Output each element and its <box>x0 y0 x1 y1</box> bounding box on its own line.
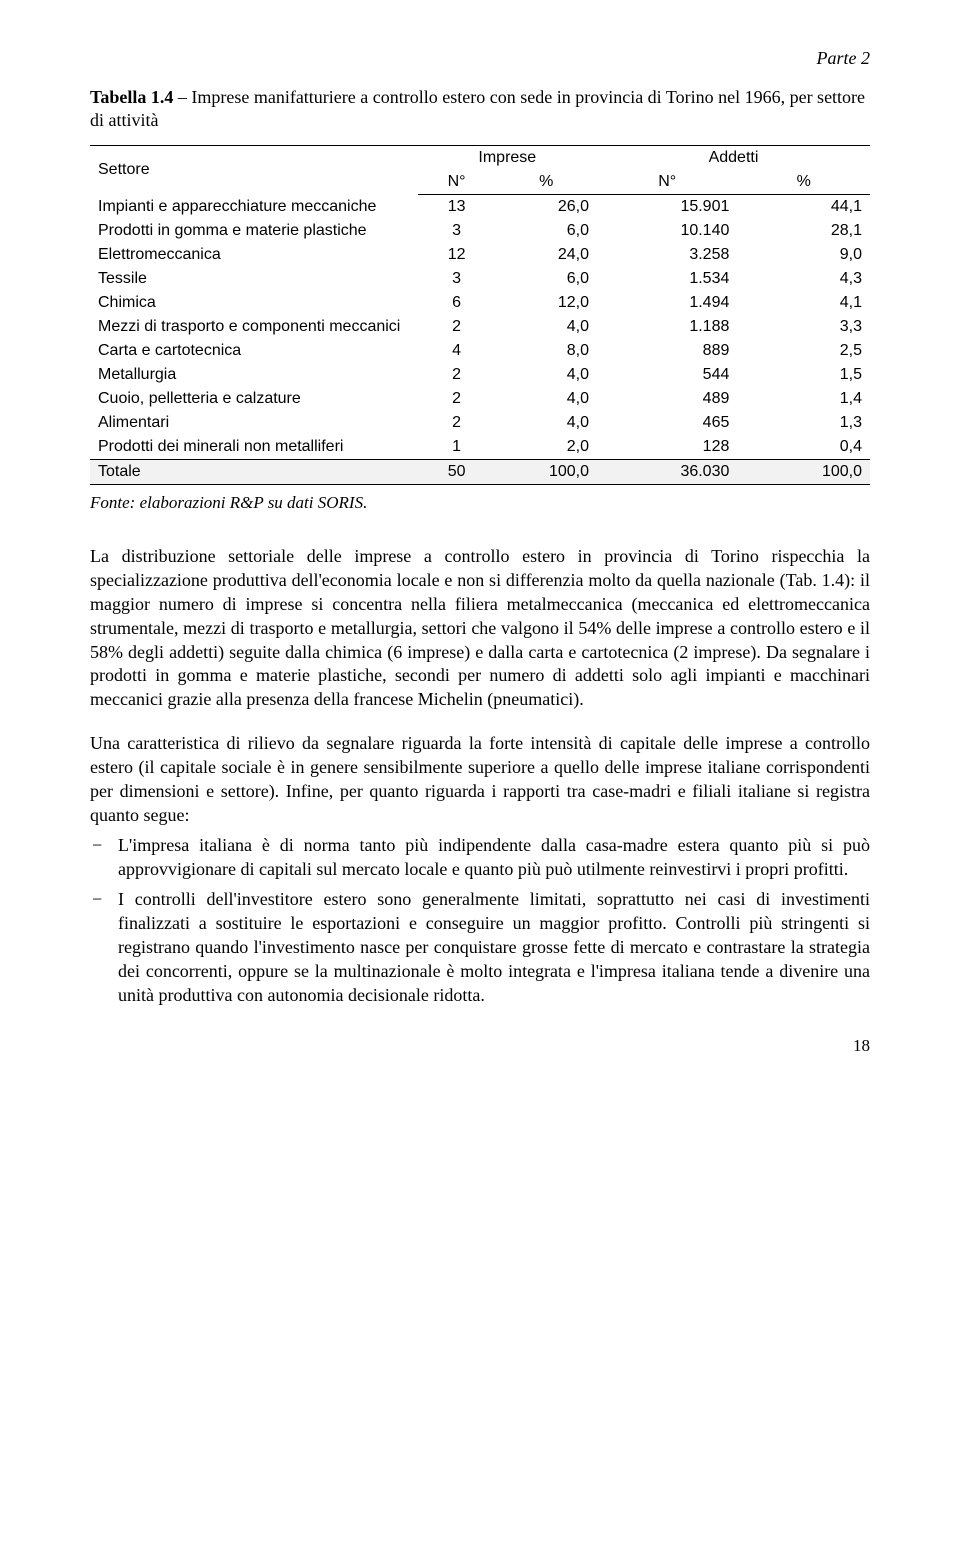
col-settore: Settore <box>90 145 418 194</box>
table-row: Tessile36,01.5344,3 <box>90 267 870 291</box>
cell-n2: 489 <box>597 387 737 411</box>
cell-p2: 1,4 <box>737 387 870 411</box>
cell-n2: 1.188 <box>597 315 737 339</box>
paragraph-2: Una caratteristica di rilievo da segnala… <box>90 732 870 828</box>
total-p1: 100,0 <box>496 459 597 484</box>
table-title-rest: – Imprese manifatturiere a controllo est… <box>90 87 865 130</box>
cell-p1: 4,0 <box>496 387 597 411</box>
page-number: 18 <box>90 1036 870 1056</box>
cell-p1: 6,0 <box>496 219 597 243</box>
list-item: L'impresa italiana è di norma tanto più … <box>114 834 870 882</box>
list-item: I controlli dell'investitore estero sono… <box>114 888 870 1008</box>
cell-settore: Carta e cartotecnica <box>90 339 418 363</box>
total-n2: 36.030 <box>597 459 737 484</box>
cell-p2: 44,1 <box>737 194 870 219</box>
table-row: Mezzi di trasporto e componenti meccanic… <box>90 315 870 339</box>
cell-n1: 2 <box>418 363 496 387</box>
cell-n2: 544 <box>597 363 737 387</box>
cell-n2: 3.258 <box>597 243 737 267</box>
table-row: Cuoio, pelletteria e calzature24,04891,4 <box>90 387 870 411</box>
cell-settore: Impianti e apparecchiature meccaniche <box>90 194 418 219</box>
col-p1: % <box>496 170 597 195</box>
table-row: Chimica612,01.4944,1 <box>90 291 870 315</box>
cell-p2: 3,3 <box>737 315 870 339</box>
cell-n2: 15.901 <box>597 194 737 219</box>
cell-settore: Chimica <box>90 291 418 315</box>
table-title: Tabella 1.4 – Imprese manifatturiere a c… <box>90 86 870 133</box>
cell-n1: 2 <box>418 411 496 435</box>
cell-n1: 6 <box>418 291 496 315</box>
cell-n1: 2 <box>418 315 496 339</box>
cell-n2: 1.534 <box>597 267 737 291</box>
cell-p2: 2,5 <box>737 339 870 363</box>
col-p2: % <box>737 170 870 195</box>
data-table: Settore Imprese Addetti N° % N° % Impian… <box>90 145 870 485</box>
table-row: Prodotti dei minerali non metalliferi12,… <box>90 435 870 460</box>
paragraph-1: La distribuzione settoriale delle impres… <box>90 545 870 713</box>
cell-n1: 4 <box>418 339 496 363</box>
cell-n1: 3 <box>418 219 496 243</box>
table-title-prefix: Tabella 1.4 <box>90 87 173 107</box>
table-row: Prodotti in gomma e materie plastiche36,… <box>90 219 870 243</box>
cell-p2: 4,3 <box>737 267 870 291</box>
cell-n1: 13 <box>418 194 496 219</box>
cell-n1: 3 <box>418 267 496 291</box>
cell-p1: 4,0 <box>496 411 597 435</box>
cell-p1: 4,0 <box>496 315 597 339</box>
col-n2: N° <box>597 170 737 195</box>
cell-n1: 1 <box>418 435 496 460</box>
cell-p2: 0,4 <box>737 435 870 460</box>
cell-p2: 1,5 <box>737 363 870 387</box>
cell-settore: Cuoio, pelletteria e calzature <box>90 387 418 411</box>
cell-p2: 4,1 <box>737 291 870 315</box>
cell-settore: Elettromeccanica <box>90 243 418 267</box>
cell-p1: 6,0 <box>496 267 597 291</box>
total-label: Totale <box>90 459 418 484</box>
cell-p2: 1,3 <box>737 411 870 435</box>
cell-n2: 465 <box>597 411 737 435</box>
table-row: Metallurgia24,05441,5 <box>90 363 870 387</box>
cell-p2: 28,1 <box>737 219 870 243</box>
cell-p1: 26,0 <box>496 194 597 219</box>
table-row: Alimentari24,04651,3 <box>90 411 870 435</box>
page: Parte 2 Tabella 1.4 – Imprese manifattur… <box>0 0 960 1096</box>
cell-p1: 12,0 <box>496 291 597 315</box>
cell-settore: Prodotti in gomma e materie plastiche <box>90 219 418 243</box>
cell-n1: 2 <box>418 387 496 411</box>
table-row: Carta e cartotecnica48,08892,5 <box>90 339 870 363</box>
cell-p2: 9,0 <box>737 243 870 267</box>
table-footnote: Fonte: elaborazioni R&P su dati SORIS. <box>90 493 870 513</box>
table-total-row: Totale 50 100,0 36.030 100,0 <box>90 459 870 484</box>
table-row: Impianti e apparecchiature meccaniche132… <box>90 194 870 219</box>
cell-settore: Metallurgia <box>90 363 418 387</box>
table-header-row-1: Settore Imprese Addetti <box>90 145 870 170</box>
cell-n1: 12 <box>418 243 496 267</box>
col-addetti: Addetti <box>597 145 870 170</box>
cell-p1: 4,0 <box>496 363 597 387</box>
cell-settore: Mezzi di trasporto e componenti meccanic… <box>90 315 418 339</box>
col-n1: N° <box>418 170 496 195</box>
cell-p1: 24,0 <box>496 243 597 267</box>
total-p2: 100,0 <box>737 459 870 484</box>
cell-n2: 889 <box>597 339 737 363</box>
total-n1: 50 <box>418 459 496 484</box>
table-row: Elettromeccanica1224,03.2589,0 <box>90 243 870 267</box>
cell-n2: 1.494 <box>597 291 737 315</box>
cell-p1: 8,0 <box>496 339 597 363</box>
cell-settore: Tessile <box>90 267 418 291</box>
cell-settore: Prodotti dei minerali non metalliferi <box>90 435 418 460</box>
cell-p1: 2,0 <box>496 435 597 460</box>
page-header-part: Parte 2 <box>817 48 871 69</box>
cell-settore: Alimentari <box>90 411 418 435</box>
bullet-list: L'impresa italiana è di norma tanto più … <box>90 834 870 1008</box>
cell-n2: 128 <box>597 435 737 460</box>
cell-n2: 10.140 <box>597 219 737 243</box>
col-imprese: Imprese <box>418 145 597 170</box>
